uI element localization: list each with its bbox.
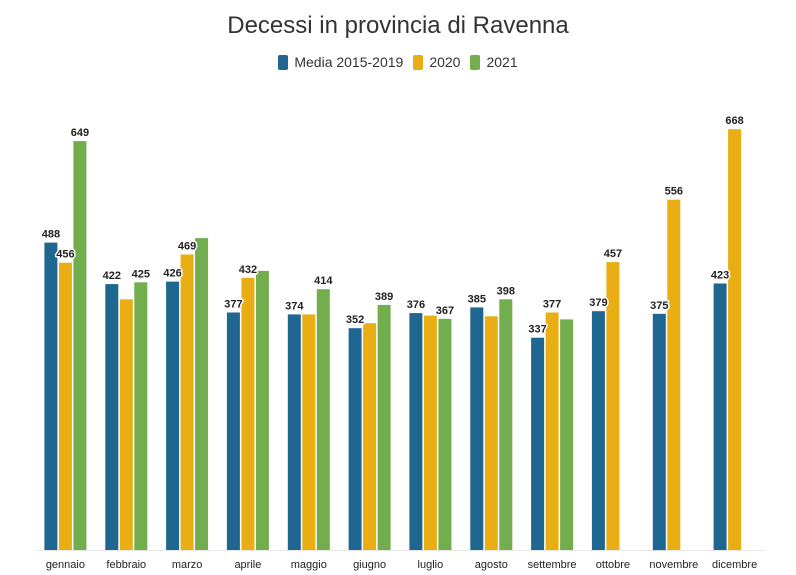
- legend-swatch-2021: [470, 54, 481, 70]
- data-label-maggio-series-0: 374: [285, 300, 304, 312]
- data-label-aprile-series-0: 377: [224, 299, 242, 311]
- data-label-gennaio-series-1: 456: [56, 249, 74, 261]
- bar-giugno-series-1[interactable]: [363, 323, 377, 550]
- data-label-gennaio-series-0: 488: [42, 229, 60, 241]
- data-label-novembre-series-1: 556: [665, 186, 683, 198]
- bar-marzo-series-2[interactable]: [195, 238, 209, 550]
- bar-novembre-series-1[interactable]: [667, 199, 681, 550]
- x-tick-label-maggio: maggio: [291, 559, 327, 571]
- data-label-dicembre-series-0: 423: [711, 270, 729, 282]
- bar-febbraio-series-2[interactable]: [134, 282, 148, 551]
- bar-ottobre-series-1[interactable]: [606, 262, 620, 550]
- data-label-dicembre-series-1: 668: [725, 115, 743, 127]
- data-label-agosto-series-0: 385: [468, 293, 486, 305]
- bar-ottobre-series-0[interactable]: [591, 311, 605, 550]
- data-label-ottobre-series-1: 457: [604, 248, 622, 260]
- bar-gennaio-series-2[interactable]: [73, 141, 87, 550]
- x-tick-label-febbraio: febbraio: [106, 559, 146, 571]
- legend-item-2021[interactable]: 2021: [470, 54, 518, 70]
- data-label-febbraio-series-2: 425: [132, 268, 150, 280]
- x-tick-label-gennaio: gennaio: [46, 559, 85, 571]
- data-label-maggio-series-2: 414: [314, 275, 333, 287]
- legend-swatch-media: [278, 54, 289, 70]
- chart-title: Decessi in provincia di Ravenna: [227, 12, 569, 39]
- legend-item-2020[interactable]: 2020: [413, 54, 460, 70]
- legend-label-2020: 2020: [429, 54, 461, 70]
- legend: Media 2015-2019 2020 2021: [0, 54, 796, 70]
- bar-agosto-series-2[interactable]: [499, 299, 513, 550]
- bar-agosto-series-0[interactable]: [470, 307, 484, 550]
- bar-maggio-series-2[interactable]: [316, 289, 330, 550]
- bar-aprile-series-1[interactable]: [241, 277, 255, 550]
- bar-gennaio-series-0[interactable]: [44, 242, 58, 550]
- bar-agosto-series-1[interactable]: [484, 316, 498, 550]
- data-label-luglio-series-0: 376: [407, 299, 425, 311]
- data-label-novembre-series-0: 375: [650, 300, 668, 312]
- data-label-settembre-series-0: 337: [528, 324, 546, 336]
- x-tick-label-dicembre: dicembre: [712, 559, 757, 571]
- bar-settembre-series-2[interactable]: [560, 319, 574, 550]
- x-tick-label-settembre: settembre: [528, 559, 577, 571]
- bar-dicembre-series-0[interactable]: [713, 283, 727, 551]
- bar-maggio-series-1[interactable]: [302, 314, 316, 550]
- data-label-agosto-series-2: 398: [497, 285, 515, 297]
- data-label-marzo-series-0: 426: [163, 268, 181, 280]
- data-label-giugno-series-2: 389: [375, 291, 393, 303]
- x-tick-label-marzo: marzo: [172, 559, 203, 571]
- bar-novembre-series-0[interactable]: [652, 313, 666, 551]
- x-tick-label-luglio: luglio: [418, 559, 444, 571]
- x-tick-label-ottobre: ottobre: [596, 559, 630, 571]
- data-label-aprile-series-1: 432: [239, 264, 257, 276]
- bar-luglio-series-0[interactable]: [409, 313, 423, 550]
- data-label-gennaio-series-2: 649: [71, 127, 89, 139]
- bar-marzo-series-0[interactable]: [166, 281, 180, 550]
- bar-giugno-series-0[interactable]: [348, 328, 362, 550]
- x-tick-label-agosto: agosto: [475, 559, 508, 571]
- bar-settembre-series-1[interactable]: [545, 312, 559, 551]
- bar-gennaio-series-1[interactable]: [58, 262, 72, 550]
- bar-settembre-series-0[interactable]: [531, 337, 545, 550]
- x-tick-label-aprile: aprile: [234, 559, 261, 571]
- bar-aprile-series-0[interactable]: [226, 312, 240, 551]
- bar-febbraio-series-0[interactable]: [105, 284, 119, 550]
- bar-dicembre-series-1[interactable]: [728, 129, 742, 550]
- legend-item-media[interactable]: Media 2015-2019: [278, 54, 403, 70]
- data-label-luglio-series-2: 367: [436, 305, 454, 317]
- bar-aprile-series-2[interactable]: [255, 270, 269, 550]
- legend-label-media: Media 2015-2019: [294, 54, 404, 70]
- bar-maggio-series-0[interactable]: [287, 314, 301, 550]
- data-label-giugno-series-0: 352: [346, 314, 364, 326]
- data-label-febbraio-series-0: 422: [103, 270, 121, 282]
- x-tick-label-giugno: giugno: [353, 559, 386, 571]
- bar-luglio-series-1[interactable]: [423, 315, 437, 550]
- data-label-settembre-series-1: 377: [543, 299, 561, 311]
- legend-swatch-2020: [413, 54, 424, 70]
- x-tick-label-novembre: novembre: [649, 559, 698, 571]
- bar-luglio-series-2[interactable]: [438, 318, 452, 550]
- data-label-marzo-series-1: 469: [178, 241, 196, 253]
- bar-febbraio-series-1[interactable]: [119, 299, 133, 550]
- legend-label-2021: 2021: [486, 54, 518, 70]
- data-label-ottobre-series-0: 379: [589, 297, 607, 309]
- bar-giugno-series-2[interactable]: [377, 304, 391, 550]
- bar-marzo-series-1[interactable]: [180, 254, 194, 551]
